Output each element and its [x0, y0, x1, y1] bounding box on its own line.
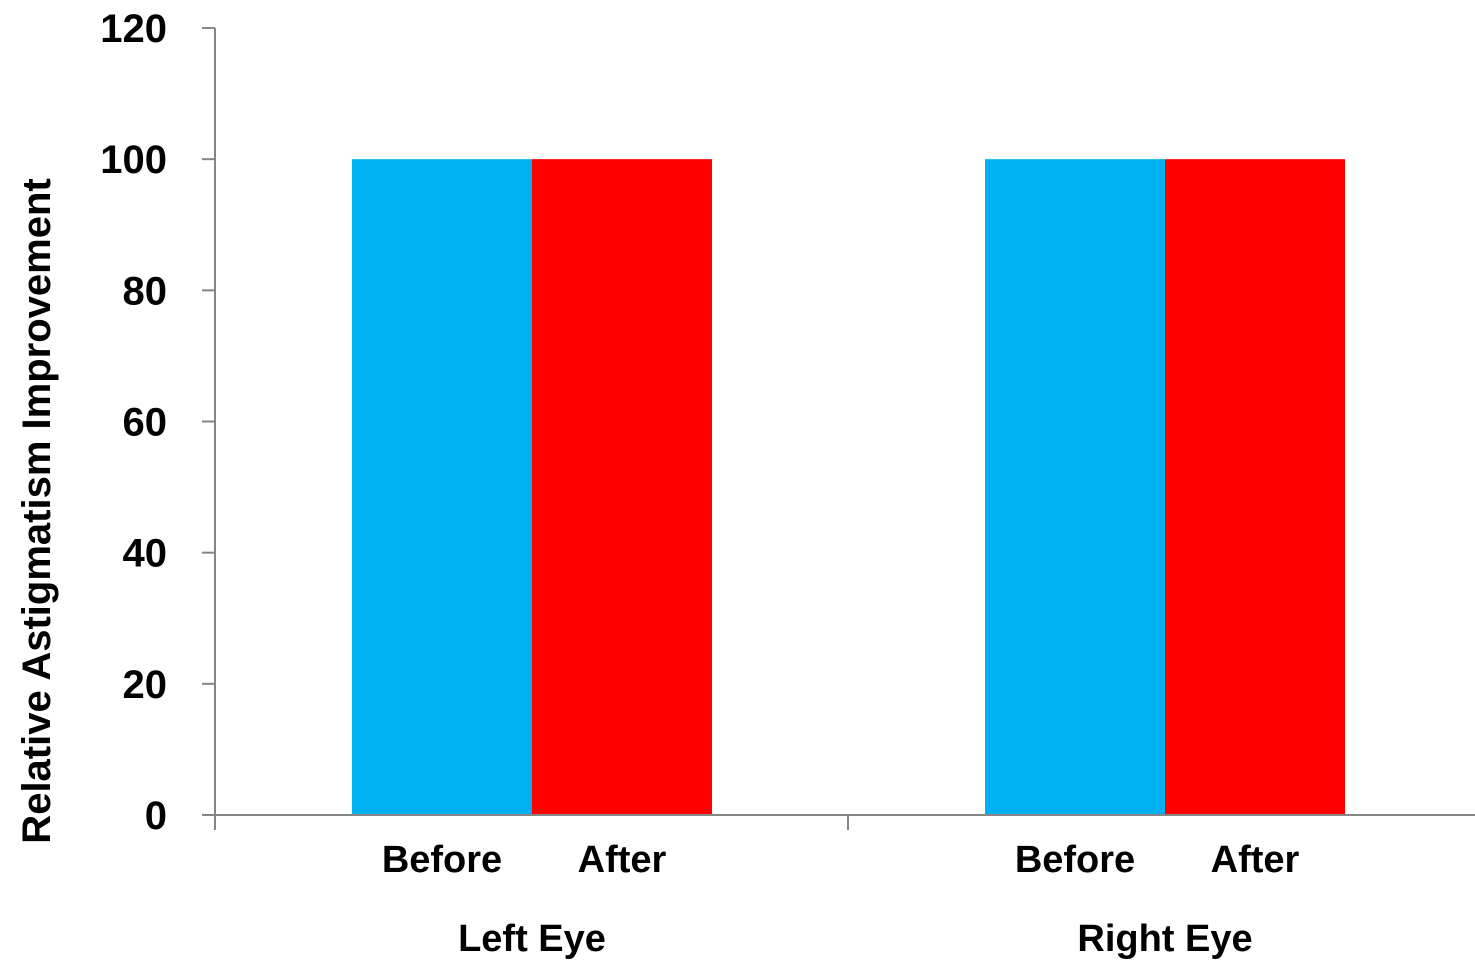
y-tick-label: 100 [100, 138, 167, 182]
y-tick-label: 120 [100, 7, 167, 51]
bar [985, 159, 1165, 815]
bar-label: Before [1015, 839, 1135, 881]
y-tick-label: 0 [145, 794, 167, 838]
bar-label: After [1211, 839, 1300, 881]
bar [352, 159, 532, 815]
y-tick-label: 80 [123, 269, 168, 313]
bar-label: After [578, 839, 667, 881]
y-tick-label: 20 [123, 663, 168, 707]
bars-layer [352, 159, 1345, 815]
y-axis-title: Relative Astigmatism Improvement [15, 178, 59, 843]
group-label: Left Eye [458, 918, 606, 960]
bar [1165, 159, 1345, 815]
bar [532, 159, 712, 815]
y-tick-label: 40 [123, 532, 168, 576]
y-tick-label: 60 [123, 401, 168, 445]
group-label: Right Eye [1077, 918, 1252, 960]
bar-label: Before [382, 839, 502, 881]
